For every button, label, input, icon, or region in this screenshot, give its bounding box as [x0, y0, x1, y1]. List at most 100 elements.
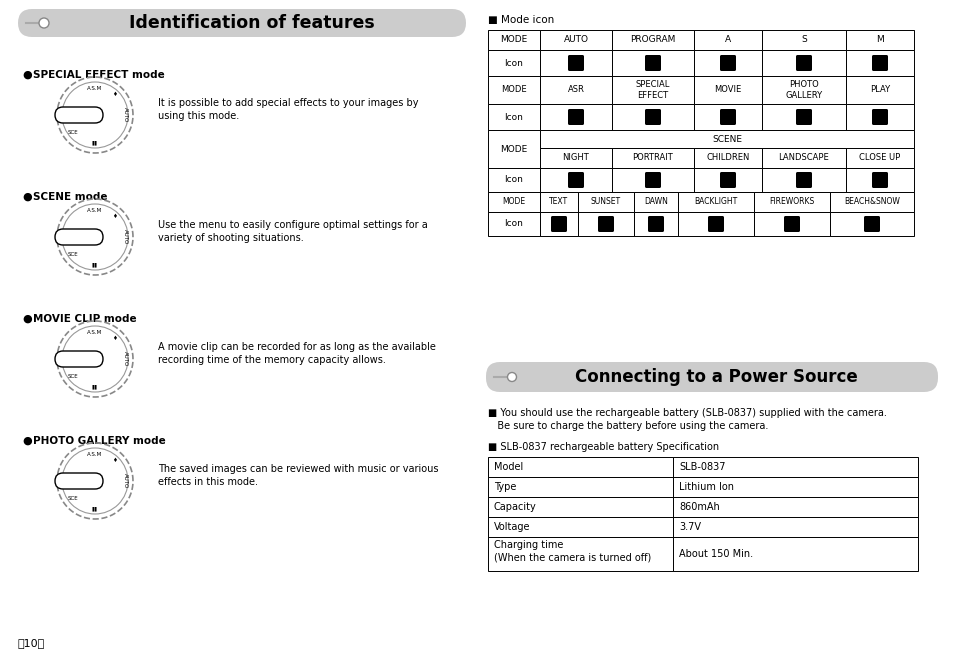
Text: Icon: Icon — [504, 220, 523, 228]
FancyBboxPatch shape — [485, 362, 937, 392]
Text: MODE: MODE — [500, 36, 527, 44]
Text: MODE: MODE — [502, 197, 525, 207]
Bar — [634, 212, 678, 236]
Text: CHILDREN: CHILDREN — [705, 154, 749, 162]
FancyBboxPatch shape — [644, 172, 660, 188]
Text: ♦: ♦ — [112, 214, 117, 220]
FancyBboxPatch shape — [55, 351, 103, 367]
Bar — [761, 148, 845, 168]
Bar — [761, 30, 845, 50]
FancyBboxPatch shape — [644, 109, 660, 125]
Bar — [488, 30, 539, 50]
Text: LANDSCAPE: LANDSCAPE — [778, 154, 828, 162]
Bar — [488, 104, 539, 130]
Bar — [488, 50, 539, 76]
Text: ▮▮: ▮▮ — [91, 141, 98, 145]
Bar — [539, 192, 578, 212]
Text: SPECIAL EFFECT mode: SPECIAL EFFECT mode — [33, 70, 165, 80]
FancyBboxPatch shape — [644, 55, 660, 71]
Bar — [612, 104, 693, 130]
Bar — [488, 497, 672, 517]
Text: ■ Mode icon: ■ Mode icon — [488, 15, 554, 25]
Bar — [488, 130, 539, 168]
FancyBboxPatch shape — [567, 109, 583, 125]
Text: DAWN: DAWN — [643, 197, 667, 207]
Text: It is possible to add special effects to your images by: It is possible to add special effects to… — [158, 98, 418, 108]
Bar — [612, 50, 693, 76]
Text: ♦: ♦ — [112, 92, 117, 98]
Text: A.S.M: A.S.M — [88, 86, 103, 92]
Text: ●: ● — [22, 70, 31, 80]
Bar — [488, 168, 539, 192]
Text: Icon: Icon — [504, 112, 523, 121]
Bar — [578, 212, 634, 236]
Bar — [693, 148, 761, 168]
Text: SPECIAL
EFFECT: SPECIAL EFFECT — [635, 81, 670, 100]
Text: SUNSET: SUNSET — [590, 197, 620, 207]
Bar — [539, 130, 913, 148]
Text: recording time of the memory capacity allows.: recording time of the memory capacity al… — [158, 355, 385, 365]
Text: SCENE mode: SCENE mode — [33, 192, 108, 202]
Text: AUTO: AUTO — [122, 108, 128, 123]
Text: A.S.M: A.S.M — [88, 209, 103, 213]
Bar — [539, 104, 612, 130]
Bar — [539, 30, 612, 50]
Text: 3.7V: 3.7V — [679, 522, 700, 532]
Text: ●: ● — [22, 192, 31, 202]
Text: Voltage: Voltage — [494, 522, 530, 532]
Text: Use the menu to easily configure optimal settings for a: Use the menu to easily configure optimal… — [158, 220, 427, 230]
FancyBboxPatch shape — [871, 55, 887, 71]
Text: SCE: SCE — [68, 496, 78, 502]
Bar — [845, 30, 913, 50]
Text: AUTO: AUTO — [122, 473, 128, 488]
Text: ♦: ♦ — [112, 459, 117, 463]
Bar — [539, 212, 578, 236]
Circle shape — [62, 82, 128, 148]
Bar — [539, 148, 612, 168]
Text: MOVIE CLIP mode: MOVIE CLIP mode — [33, 314, 136, 324]
Bar — [845, 104, 913, 130]
Text: MODE: MODE — [500, 86, 526, 94]
Text: SCE: SCE — [68, 374, 78, 380]
Text: AUTO: AUTO — [122, 351, 128, 366]
Bar — [612, 168, 693, 192]
Text: M: M — [875, 36, 882, 44]
Text: BACKLIGHT: BACKLIGHT — [694, 197, 737, 207]
Text: ●: ● — [22, 314, 31, 324]
Text: ■ SLB-0837 rechargeable battery Specification: ■ SLB-0837 rechargeable battery Specific… — [488, 442, 719, 452]
Bar — [488, 537, 672, 571]
Text: PHOTO
GALLERY: PHOTO GALLERY — [784, 81, 821, 100]
FancyBboxPatch shape — [567, 172, 583, 188]
Text: SCE: SCE — [68, 253, 78, 257]
Bar — [539, 168, 612, 192]
Circle shape — [39, 18, 49, 28]
FancyBboxPatch shape — [720, 172, 735, 188]
Text: SCE: SCE — [68, 131, 78, 135]
FancyBboxPatch shape — [720, 55, 735, 71]
Text: FIREWORKS: FIREWORKS — [768, 197, 814, 207]
Text: SLB-0837: SLB-0837 — [679, 462, 724, 472]
FancyBboxPatch shape — [783, 216, 800, 232]
Text: Type: Type — [494, 482, 516, 492]
Text: Charging time: Charging time — [494, 540, 563, 550]
Text: A movie clip can be recorded for as long as the available: A movie clip can be recorded for as long… — [158, 342, 436, 352]
Bar — [634, 192, 678, 212]
FancyBboxPatch shape — [55, 229, 103, 245]
FancyBboxPatch shape — [55, 107, 103, 123]
Bar — [672, 457, 917, 477]
Text: 〈10〉: 〈10〉 — [18, 638, 45, 648]
Bar — [672, 517, 917, 537]
Text: ▮▮: ▮▮ — [91, 263, 98, 267]
Bar — [845, 148, 913, 168]
Text: ■ You should use the rechargeable battery (SLB-0837) supplied with the camera.: ■ You should use the rechargeable batter… — [488, 408, 886, 418]
Text: A.S.M: A.S.M — [88, 331, 103, 335]
Bar — [578, 192, 634, 212]
FancyBboxPatch shape — [567, 55, 583, 71]
Text: ♦: ♦ — [112, 337, 117, 341]
Text: CLOSE UP: CLOSE UP — [859, 154, 900, 162]
FancyBboxPatch shape — [707, 216, 723, 232]
Text: PHOTO GALLERY mode: PHOTO GALLERY mode — [33, 436, 166, 446]
Text: ASR: ASR — [567, 86, 584, 94]
Text: ▮▮: ▮▮ — [91, 385, 98, 389]
Text: Model: Model — [494, 462, 522, 472]
